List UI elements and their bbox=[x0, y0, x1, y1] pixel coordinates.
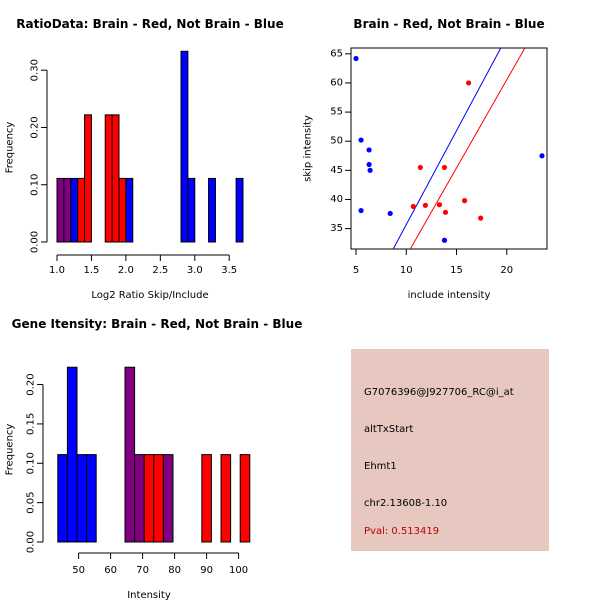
chart-3-y-tick-label: 0.00 bbox=[26, 531, 37, 553]
chart-1-x-tick-label: 1.0 bbox=[49, 265, 65, 276]
chart-2-x-tick-label: 15 bbox=[450, 265, 463, 276]
chart-2-point-brain-1 bbox=[417, 164, 423, 171]
chart-1-x-tick-label: 3.5 bbox=[221, 265, 237, 276]
chart-2-point-brain-6 bbox=[436, 202, 443, 208]
chart-1-x-label: Log2 Ratio Skip/Include bbox=[91, 290, 208, 301]
chart-3-bar-11 bbox=[220, 454, 232, 543]
chart-3-title: Gene Itensity: Brain - Red, Not Brain - … bbox=[12, 317, 303, 331]
chart-2-y-tick-label: 50 bbox=[330, 136, 343, 147]
chart-2-fit-line-2 bbox=[409, 47, 526, 250]
chart-3-bar-7 bbox=[143, 454, 155, 543]
chart-2-point-not_brain-1 bbox=[353, 55, 359, 62]
chart-2-point-not_brain-7 bbox=[387, 210, 393, 217]
chart-1-x-tick-label: 2.0 bbox=[118, 265, 134, 276]
chart-2-point-brain-4 bbox=[422, 202, 428, 208]
chart-2-point-not_brain-3 bbox=[366, 147, 372, 153]
chart-2-y-tick-label: 60 bbox=[330, 77, 343, 88]
chart-1-y-tick-label: 0.00 bbox=[30, 231, 41, 253]
chart-2-point-brain-3 bbox=[466, 80, 472, 86]
chart-2-x-tick-label: 10 bbox=[400, 265, 413, 276]
chart-1-bar-6 bbox=[104, 114, 113, 243]
chart-3-bar-3 bbox=[76, 454, 88, 543]
chart-3-y-label: Frequency bbox=[5, 424, 16, 476]
chart-2-point-not_brain-6 bbox=[358, 207, 364, 214]
chart-2-fit-line-1 bbox=[392, 47, 502, 250]
chart-2-y-label: skip intensity bbox=[303, 115, 314, 182]
chart-1-bar-2 bbox=[63, 177, 72, 243]
chart-3-bar-6 bbox=[134, 454, 145, 543]
chart-2-point-brain-8 bbox=[461, 198, 468, 204]
chart-3-bar-9 bbox=[162, 454, 174, 543]
pval-label: Pval: 0.513419 bbox=[364, 526, 440, 537]
chart-3-bar-1 bbox=[57, 454, 68, 543]
chart-2-point-not_brain-5 bbox=[367, 167, 373, 173]
chart-2-y-tick-label: 35 bbox=[330, 223, 343, 234]
chart-3-y-tick-label: 0.05 bbox=[26, 492, 37, 514]
chart-1-x-tick-label: 2.5 bbox=[152, 265, 168, 276]
chart-2-x-tick-label: 20 bbox=[500, 265, 513, 276]
chart-3-bar-4 bbox=[86, 454, 97, 543]
chart-3-bar-5 bbox=[124, 366, 136, 543]
chart-1-bar-1 bbox=[56, 177, 65, 243]
chart-2-point-brain-5 bbox=[410, 203, 416, 210]
chart-3-x-tick-label: 80 bbox=[168, 565, 181, 576]
chart-2-point-brain-2 bbox=[441, 164, 448, 171]
chart-3-x-tick-label: 100 bbox=[229, 565, 248, 576]
chart-3-y-tick-label: 0.10 bbox=[26, 452, 37, 474]
chart-2-y-tick-label: 40 bbox=[330, 194, 343, 205]
chart-2-point-not_brain-4 bbox=[366, 161, 372, 168]
chart-1-bar-13 bbox=[235, 177, 244, 243]
chart-2-point-brain-7 bbox=[442, 209, 449, 215]
chart-1-x-tick-label: 1.5 bbox=[83, 265, 99, 276]
chart-2-x-label: include intensity bbox=[408, 290, 491, 301]
chart-3-bar-10 bbox=[201, 454, 212, 543]
chart-2-point-brain-9 bbox=[478, 215, 484, 221]
chart-1-bar-5 bbox=[84, 114, 92, 243]
chart-2-point-not_brain-8 bbox=[441, 237, 448, 243]
chart-3-x-label: Intensity bbox=[127, 590, 171, 600]
chart-1-y-label: Frequency bbox=[5, 122, 16, 174]
location-label: chr2.13608-1.10 bbox=[364, 498, 448, 509]
info-panel: G7076396@J927706_RC@i_at altTxStart Ehmt… bbox=[351, 349, 549, 551]
chart-2-point-not_brain-2 bbox=[358, 137, 364, 143]
chart-2-title: Brain - Red, Not Brain - Blue bbox=[353, 17, 544, 31]
chart-1-bar-9 bbox=[125, 177, 134, 243]
chart-1-bar-12 bbox=[208, 177, 216, 243]
chart-3-x-tick-label: 60 bbox=[104, 565, 117, 576]
chart-3-y-tick-label: 0.15 bbox=[26, 413, 37, 435]
chart-3-y-tick-label: 0.20 bbox=[26, 373, 37, 395]
chart-1-title: RatioData: Brain - Red, Not Brain - Blue bbox=[16, 17, 283, 31]
chart-3-bar-2 bbox=[66, 366, 78, 543]
probe-id-label: G7076396@J927706_RC@i_at bbox=[364, 387, 514, 398]
gene-symbol-label: Ehmt1 bbox=[364, 461, 397, 472]
chart-3-x-tick-label: 70 bbox=[136, 565, 149, 576]
chart-1-x-tick-label: 3.0 bbox=[187, 265, 203, 276]
chart-2-x-tick-label: 5 bbox=[353, 265, 359, 276]
chart-1-bar-10 bbox=[180, 50, 189, 243]
chart-1-bar-11 bbox=[187, 177, 196, 243]
chart-2-y-tick-label: 65 bbox=[330, 48, 343, 59]
chart-1-y-tick-label: 0.30 bbox=[30, 59, 41, 81]
chart-3-x-tick-label: 90 bbox=[200, 565, 213, 576]
chart-1-bar-3 bbox=[70, 177, 79, 243]
chart-1-bar-8 bbox=[118, 177, 127, 243]
chart-1-bar-7 bbox=[111, 114, 120, 243]
chart-3-bar-12 bbox=[239, 454, 251, 543]
chart-1-y-tick-label: 0.10 bbox=[30, 174, 41, 196]
chart-2-point-not_brain-9 bbox=[539, 153, 545, 159]
event-type-label: altTxStart bbox=[364, 424, 414, 435]
chart-3-x-tick-label: 50 bbox=[72, 565, 85, 576]
chart-2-y-tick-label: 45 bbox=[330, 165, 343, 176]
chart-1-bar-4 bbox=[77, 177, 86, 243]
chart-1-y-tick-label: 0.20 bbox=[30, 116, 41, 138]
chart-2-plot-frame bbox=[350, 47, 548, 250]
chart-3-bar-8 bbox=[153, 454, 164, 543]
chart-2-y-tick-label: 55 bbox=[330, 107, 343, 118]
